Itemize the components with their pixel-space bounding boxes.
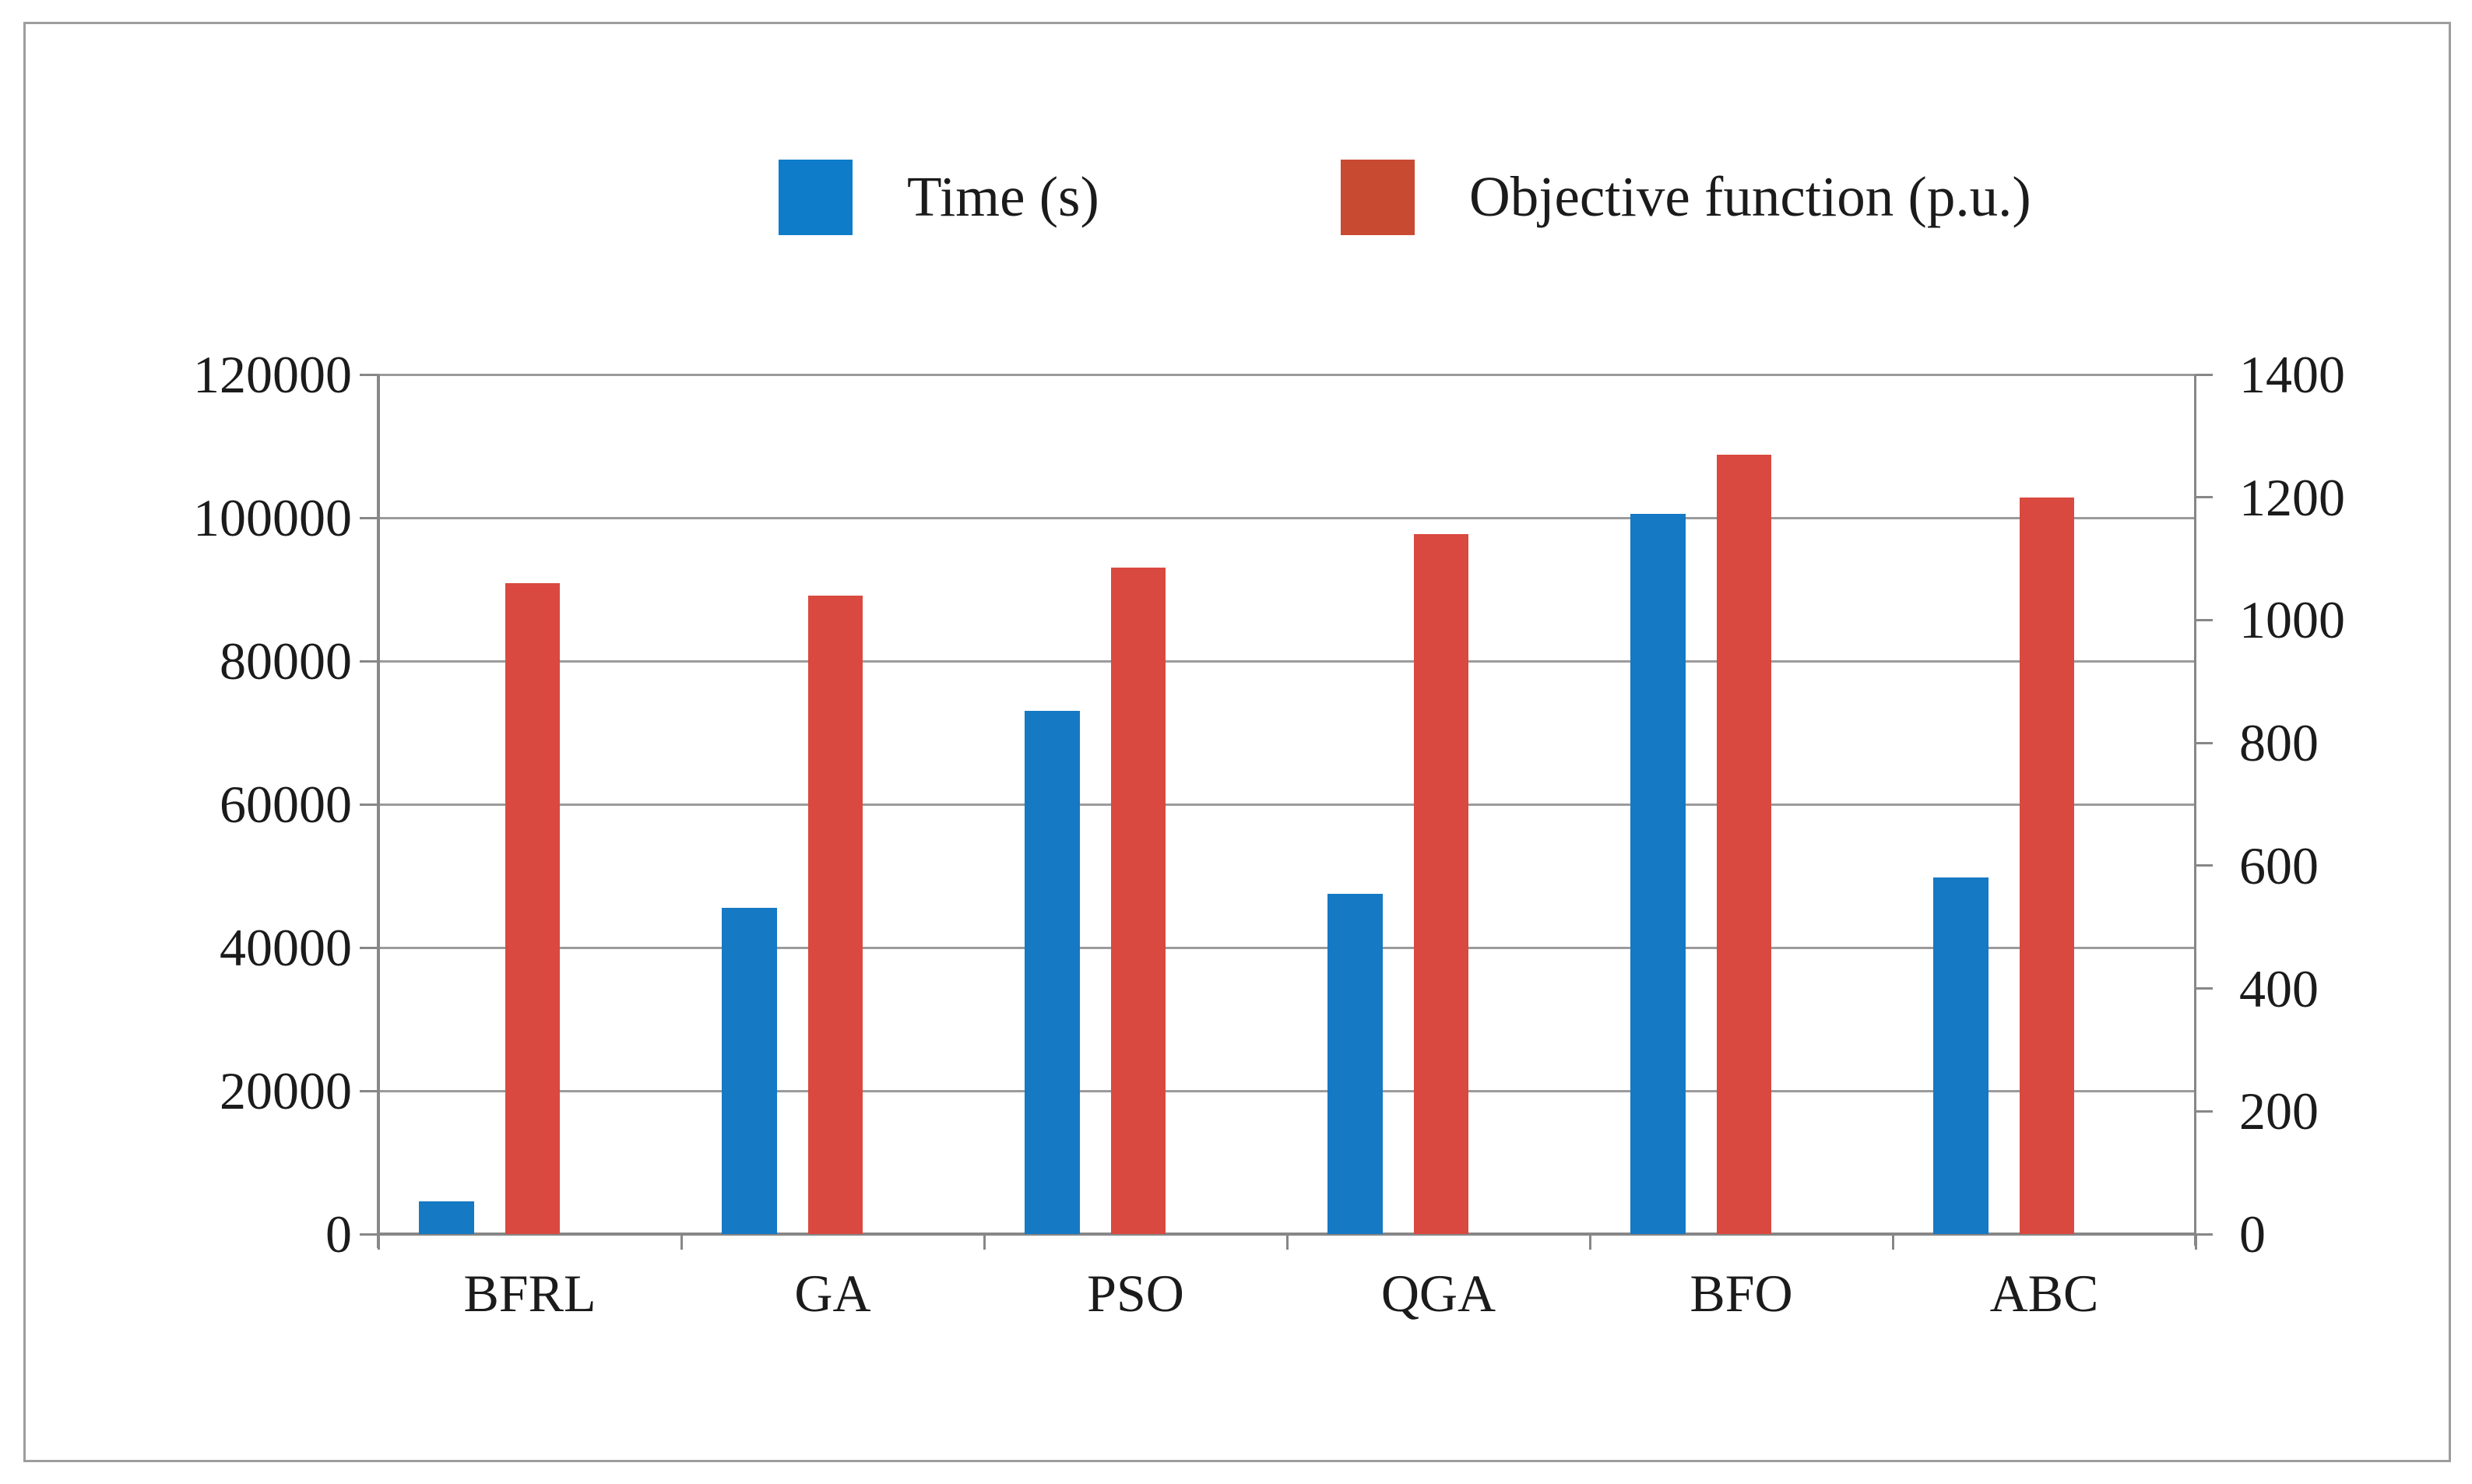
left-axis-tick [360, 516, 378, 519]
x-axis-tick [1588, 1234, 1591, 1250]
bar-time-bfrl [419, 1201, 474, 1234]
right-axis-tick-label: 400 [2239, 958, 2319, 1018]
left-axis-tick-label: 40000 [220, 918, 352, 977]
left-axis-tick [360, 373, 378, 376]
right-axis-tick-label: 200 [2239, 1081, 2319, 1141]
category-label-bfrl: BFRL [463, 1264, 596, 1323]
left-axis-tick [360, 803, 378, 806]
right-axis-tick-label: 1400 [2239, 345, 2345, 404]
legend-label-objective: Objective function (p.u.) [1469, 165, 2031, 228]
legend-item-time: Time (s) [779, 158, 1099, 236]
legend-item-objective: Objective function (p.u.) [1341, 158, 2031, 236]
legend-swatch-objective-icon [1341, 159, 1415, 235]
x-axis-tick [983, 1234, 986, 1250]
bar-objective-qga [1414, 534, 1468, 1234]
category-label-pso: PSO [1087, 1264, 1184, 1323]
x-axis-tick [680, 1234, 683, 1250]
x-axis-tick [2194, 1234, 2197, 1250]
legend-swatch-time-icon [779, 159, 853, 235]
gridline [378, 803, 2196, 806]
right-axis-tick [2196, 496, 2213, 499]
category-label-ga: GA [794, 1264, 871, 1323]
left-axis-tick [360, 1089, 378, 1092]
right-axis-tick [2196, 1109, 2213, 1113]
x-axis-tick [1285, 1234, 1289, 1250]
left-axis-tick [360, 946, 378, 949]
bar-time-pso [1025, 711, 1080, 1234]
left-axis-tick-label: 60000 [220, 775, 352, 834]
bar-time-qga [1327, 894, 1383, 1234]
bar-objective-ga [808, 595, 863, 1234]
left-axis-tick-label: 100000 [193, 488, 352, 547]
bar-objective-abc [2020, 497, 2074, 1234]
category-label-bfo: BFO [1690, 1264, 1793, 1323]
left-axis-tick-label: 20000 [220, 1061, 352, 1120]
left-axis-tick-label: 120000 [193, 345, 352, 404]
right-axis-tick [2196, 864, 2213, 867]
category-label-abc: ABC [1989, 1264, 2099, 1323]
right-axis-tick-label: 800 [2239, 713, 2319, 773]
gridline [378, 516, 2196, 519]
bar-objective-pso [1111, 568, 1166, 1234]
bar-time-abc [1933, 877, 1989, 1234]
left-axis-tick [360, 1233, 378, 1236]
right-axis-tick-label: 0 [2239, 1204, 2266, 1264]
left-axis-tick [360, 659, 378, 663]
y-axis-line-right [2194, 375, 2196, 1246]
right-axis-tick [2196, 618, 2213, 621]
bar-objective-bfrl [505, 583, 560, 1234]
right-axis-tick [2196, 987, 2213, 990]
left-axis-tick-label: 80000 [220, 631, 352, 691]
y-axis-line-left [377, 375, 380, 1248]
bar-time-ga [722, 908, 777, 1234]
bar-time-bfo [1630, 514, 1686, 1234]
right-axis-tick [2196, 1233, 2213, 1236]
gridline [378, 946, 2196, 949]
gridline [378, 1089, 2196, 1092]
legend-label-time: Time (s) [907, 165, 1099, 228]
bar-objective-bfo [1717, 454, 1771, 1234]
category-label-qga: QGA [1380, 1264, 1496, 1323]
x-axis-tick [1891, 1234, 1894, 1250]
right-axis-tick-label: 1200 [2239, 467, 2345, 527]
right-axis-tick [2196, 373, 2213, 376]
x-axis-tick [377, 1234, 380, 1250]
right-axis-tick-label: 1000 [2239, 590, 2345, 650]
gridline [378, 659, 2196, 663]
right-axis-tick [2196, 741, 2213, 744]
right-axis-tick-label: 600 [2239, 835, 2319, 895]
left-axis-tick-label: 0 [325, 1204, 352, 1264]
gridline [378, 373, 2196, 376]
